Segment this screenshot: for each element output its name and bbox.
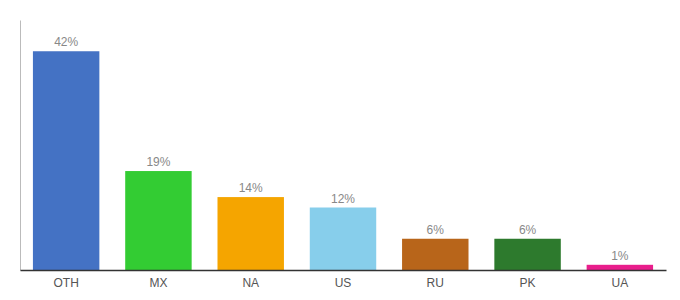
x-tick-label: RU [427, 276, 444, 290]
data-label: 6% [519, 223, 537, 237]
bar [217, 197, 283, 270]
x-tick-label: US [335, 276, 352, 290]
data-label: 12% [331, 192, 355, 206]
chart: OTH MX NA US RU PK UA 42% 19% 14% 12% 6% 6% 1% [0, 0, 680, 300]
data-label: 19% [146, 155, 170, 169]
bar [33, 51, 99, 270]
data-label: 14% [239, 181, 263, 195]
bar [402, 239, 468, 270]
data-label: 6% [427, 223, 445, 237]
plot: OTH MX NA US RU PK UA 42% 19% 14% 12% 6% 6% 1% [21, 21, 667, 290]
bars [33, 51, 653, 270]
bar [310, 208, 376, 271]
y-axis-line [20, 21, 21, 271]
x-tick: UA [612, 276, 629, 290]
x-tick: PK [520, 276, 536, 290]
x-axis-line [21, 270, 667, 272]
x-tick: MX [149, 276, 167, 290]
x-tick: RU [427, 276, 444, 290]
x-tick: OTH [53, 276, 78, 290]
data-labels: 42% 19% 14% 12% 6% 6% 1% [54, 35, 629, 263]
y-axis [20, 21, 21, 271]
data-label: 1% [611, 249, 629, 263]
x-tick: NA [242, 276, 259, 290]
x-tick-label: OTH [53, 276, 78, 290]
bar [494, 239, 560, 270]
x-tick-label: NA [242, 276, 259, 290]
x-tick-label: PK [520, 276, 536, 290]
bar [125, 171, 191, 270]
x-axis: OTH MX NA US RU PK UA [21, 271, 667, 290]
x-tick: US [335, 276, 352, 290]
bar [587, 265, 653, 270]
x-tick-label: MX [149, 276, 167, 290]
x-tick-label: UA [612, 276, 629, 290]
data-label: 42% [54, 35, 78, 49]
